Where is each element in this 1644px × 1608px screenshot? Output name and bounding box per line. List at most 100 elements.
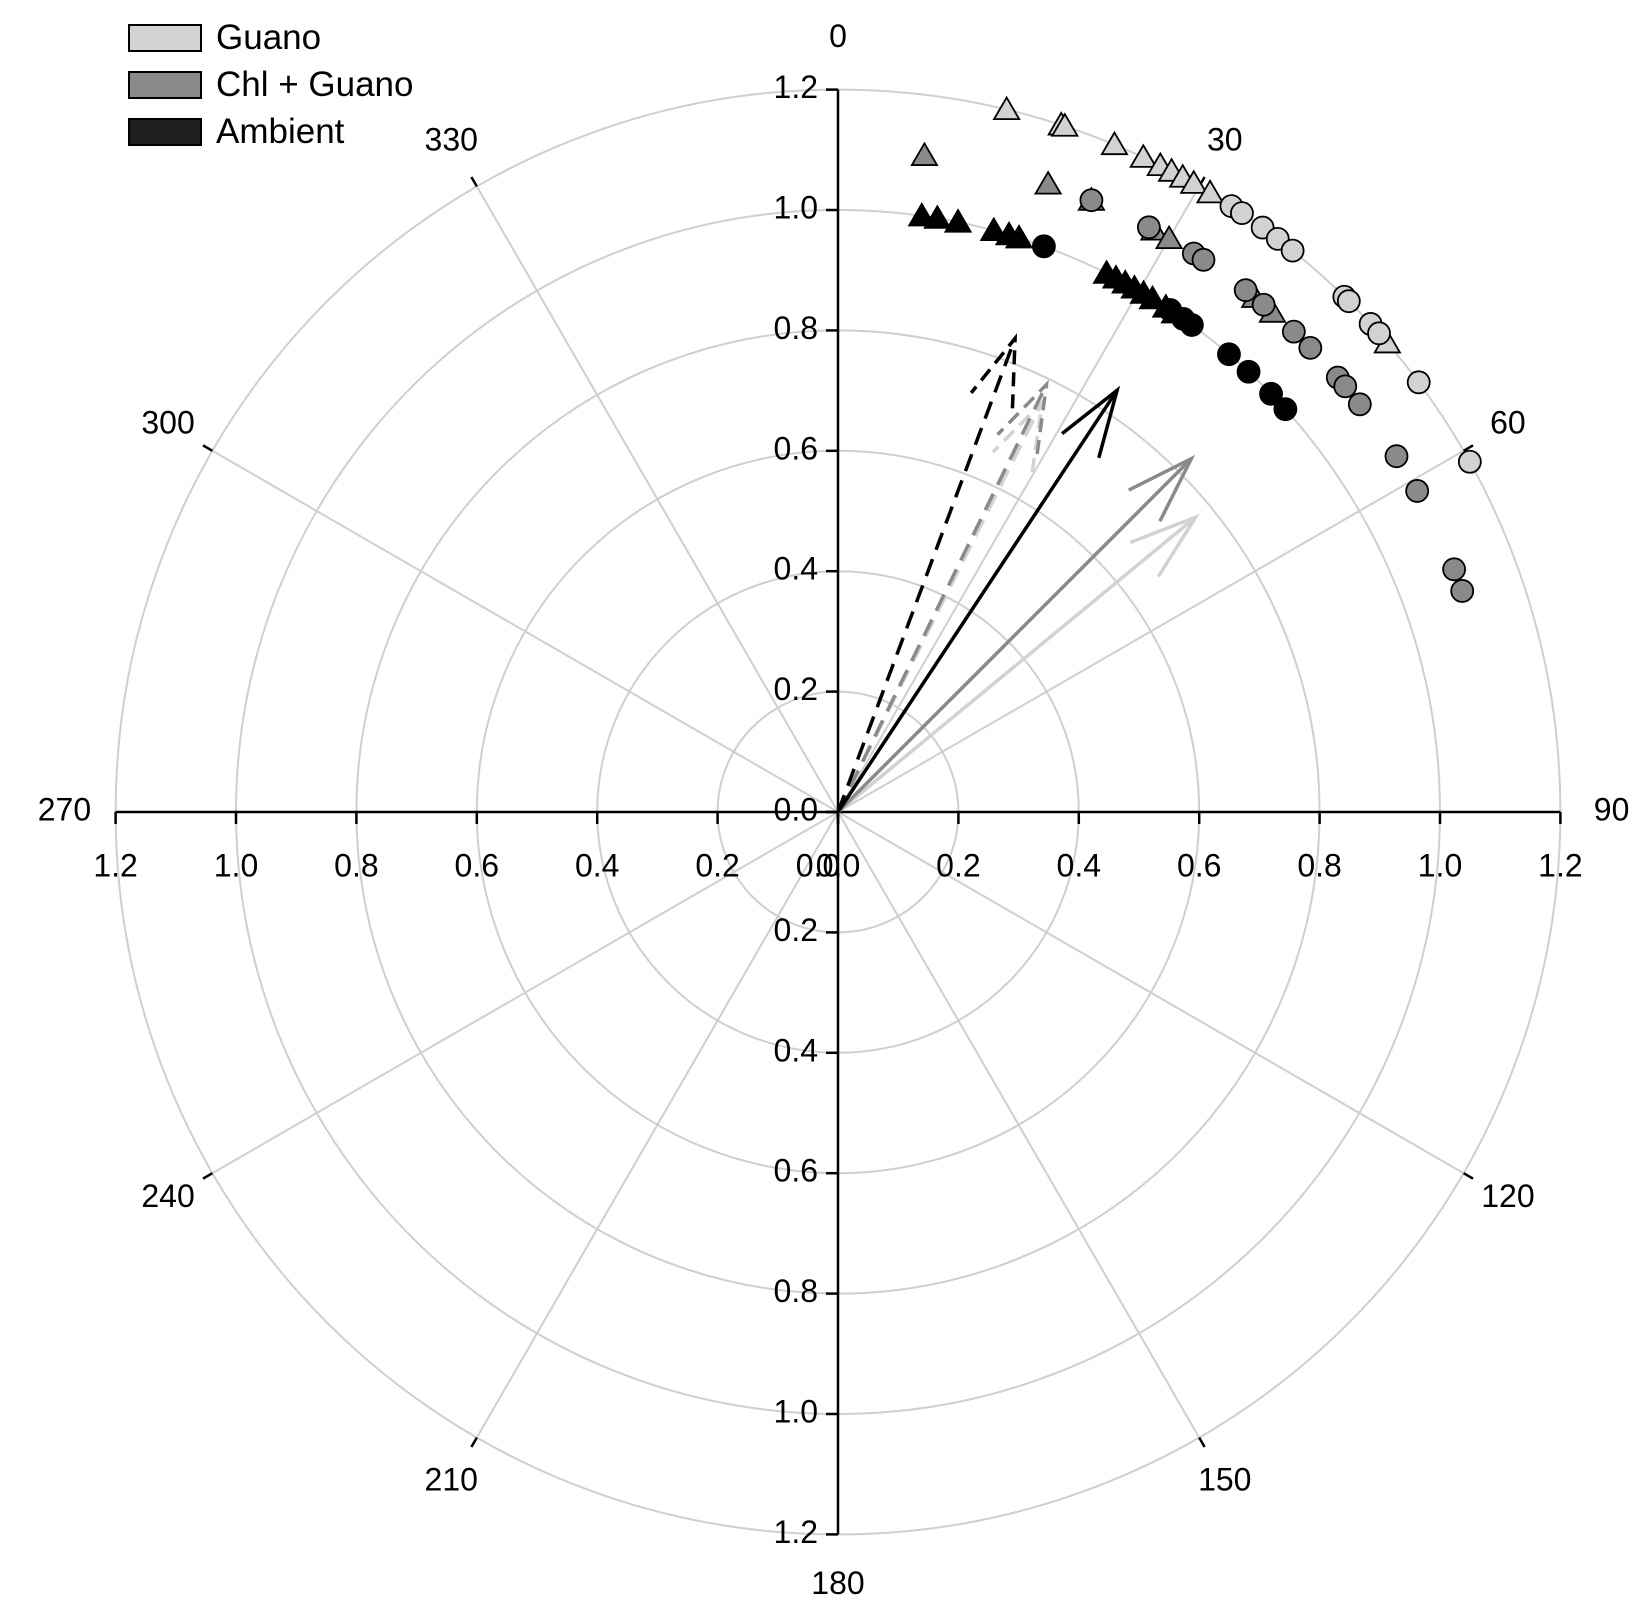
mean-vector-line	[836, 515, 1197, 814]
circle-marker	[1236, 359, 1261, 384]
mean-vector-arrowhead	[1129, 513, 1200, 578]
circle-marker	[1191, 247, 1216, 272]
circle-marker	[1280, 238, 1305, 263]
angle-tick-label: 60	[1490, 405, 1526, 441]
mean-vector-line	[836, 383, 1049, 813]
grid-spoke	[837, 449, 1465, 813]
triangle-marker	[923, 204, 952, 229]
mean-vector-arrows	[836, 333, 1200, 814]
legend-swatch-ambient	[128, 117, 202, 146]
mean-vector-line	[836, 457, 1193, 814]
radial-tick-label: 0.4	[774, 1032, 818, 1068]
radial-tick-label: 0.8	[774, 1273, 818, 1309]
triangle-marker	[1129, 143, 1158, 168]
circle-marker	[1347, 392, 1372, 417]
mean-vector-arrowhead	[996, 379, 1049, 455]
triangle-marker	[1033, 170, 1063, 195]
radial-tick-label: 0.6	[455, 847, 499, 883]
radial-tick-label: 0.2	[695, 847, 739, 883]
angle-tick-label: 150	[1198, 1461, 1251, 1497]
radial-tick-label: 0.8	[774, 310, 818, 346]
triangle-marker	[1179, 169, 1208, 194]
mean-vector-arrowhead	[969, 333, 1018, 409]
radial-tick-label: 1.0	[214, 847, 258, 883]
circle-marker	[1251, 292, 1276, 317]
radial-tick-label: 0.6	[1177, 847, 1221, 883]
tick-labels: 0.00.00.00.20.20.20.20.40.40.40.40.60.60…	[38, 18, 1630, 1601]
angle-tick-label: 330	[425, 122, 478, 158]
radial-tick-label: 0.2	[936, 847, 980, 883]
radial-tick-label: 0.6	[774, 430, 818, 466]
radial-tick-label: 0.4	[575, 847, 619, 883]
circle-marker	[1233, 278, 1258, 303]
grid-spoke	[475, 811, 839, 1439]
radial-tick-label: 0.0	[816, 847, 860, 883]
circle-marker	[1217, 342, 1241, 367]
angle-tick-label: 240	[141, 1178, 194, 1214]
radial-tick-label: 0.6	[774, 1153, 818, 1189]
circle-marker	[1031, 234, 1056, 259]
triangle-marker	[1154, 224, 1184, 250]
circle-marker	[1298, 335, 1323, 360]
legend-item-guano: Guano	[128, 14, 414, 61]
circle-marker	[1442, 557, 1467, 582]
radial-tick-label: 1.2	[774, 69, 818, 105]
angle-tick-mark	[1462, 444, 1474, 452]
grid-spoke	[211, 449, 839, 813]
angle-tick-label: 210	[425, 1461, 478, 1497]
angle-tick-label: 120	[1481, 1178, 1534, 1214]
legend-swatch-chl-guano	[128, 70, 202, 99]
triangle-marker	[1138, 284, 1167, 310]
radial-tick-label: 1.2	[93, 847, 137, 883]
triangle-marker	[1100, 130, 1129, 156]
grid-spoke	[475, 185, 839, 813]
circle-marker	[1273, 397, 1298, 422]
legend-label-guano: Guano	[216, 17, 322, 57]
legend-label-chl-guano: Chl + Guano	[216, 64, 414, 104]
grid-spoke	[837, 811, 1201, 1439]
circle-marker	[1405, 479, 1430, 503]
legend: Guano Chl + Guano Ambient	[128, 14, 414, 155]
radial-tick-label: 1.2	[774, 1514, 818, 1550]
circle-marker	[1450, 579, 1475, 603]
circle-marker	[1079, 188, 1104, 213]
circle-marker	[1333, 374, 1358, 399]
angle-tick-mark	[470, 176, 478, 188]
circle-marker	[1281, 319, 1306, 344]
mean-vector-line	[836, 389, 1119, 813]
angle-tick-mark	[470, 1436, 478, 1448]
radial-tick-label: 0.8	[334, 847, 378, 883]
radial-tick-label: 1.2	[1538, 847, 1582, 883]
mean-vector-arrowhead	[1127, 454, 1196, 523]
angle-tick-label: 0	[829, 18, 847, 54]
triangle-marker	[943, 208, 973, 233]
radial-tick-label: 1.0	[774, 189, 818, 225]
triangle-marker	[992, 95, 1021, 121]
angle-tick-label: 300	[141, 405, 194, 441]
radial-tick-label: 1.0	[774, 1393, 818, 1429]
angle-tick-mark	[202, 444, 214, 452]
circle-marker	[1406, 370, 1431, 395]
angle-tick-mark	[1462, 1172, 1474, 1180]
triangle-marker	[907, 202, 936, 227]
circle-marker	[1384, 444, 1409, 469]
angle-tick-label: 90	[1594, 791, 1630, 827]
mean-vector-arrowhead	[1060, 385, 1121, 459]
circle-marker	[1367, 321, 1391, 346]
circle-marker	[1179, 313, 1204, 337]
circle-marker	[1259, 381, 1283, 406]
legend-label-ambient: Ambient	[216, 111, 345, 151]
data-markers	[907, 95, 1482, 603]
mean-vector-line	[836, 401, 1044, 813]
radial-tick-label: 0.2	[774, 912, 818, 948]
legend-item-chl-guano: Chl + Guano	[128, 61, 414, 108]
radial-tick-label: 0.4	[774, 551, 818, 587]
angle-tick-mark	[202, 1172, 214, 1180]
circle-marker	[1136, 215, 1161, 240]
circle-marker	[1457, 449, 1482, 474]
grid-spoke	[211, 811, 839, 1175]
angle-tick-label: 30	[1207, 122, 1243, 158]
angle-tick-label: 270	[38, 791, 91, 827]
triangle-marker	[1050, 112, 1079, 137]
